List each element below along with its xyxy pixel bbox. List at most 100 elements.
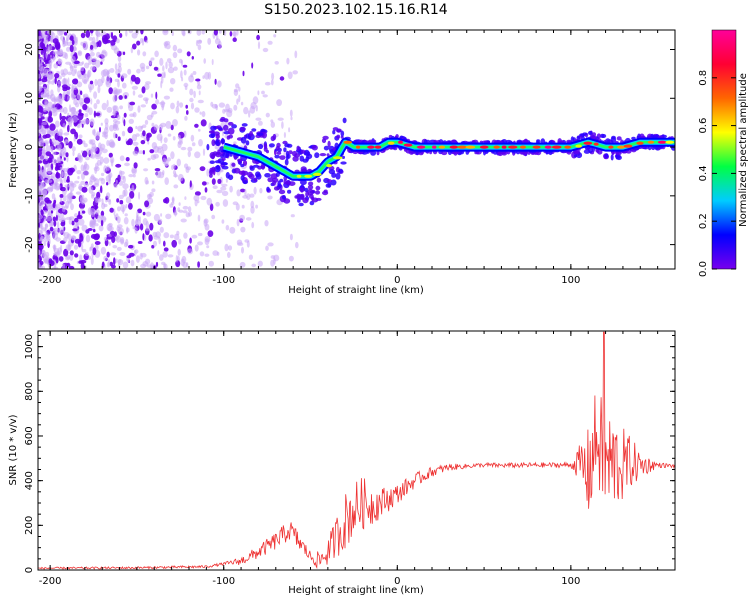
ridge-blob [267,177,274,183]
ridge-blob [211,139,216,147]
spectrogram-xlabel: Height of straight line (km) [288,285,424,296]
ridge-blob [588,130,593,135]
noise-blob [197,214,201,222]
noise-blob [224,243,229,252]
noise-blob [128,252,135,257]
noise-blob [65,139,70,144]
noise-blob [140,140,146,145]
noise-blob [150,154,157,160]
noise-blob [38,137,44,142]
noise-blob [45,251,50,259]
noise-blob [93,91,98,99]
ridge-blob [245,140,250,146]
noise-blob [45,52,48,58]
noise-blob [93,183,100,187]
noise-blob [63,78,68,85]
noise-blob [63,175,67,184]
noise-blob [165,120,172,129]
ridge-blob [239,126,246,132]
noise-blob [163,41,169,47]
noise-blob [172,136,176,141]
y-tick-label: 0 [24,144,35,150]
ridge-blob [300,187,304,193]
noise-blob [177,48,183,54]
noise-blob [187,30,192,35]
ridge-blob [286,153,291,159]
noise-blob [118,62,122,68]
noise-blob [119,252,126,256]
noise-blob [58,128,63,137]
noise-blob [206,197,213,206]
ridge-peak [508,145,518,149]
noise-blob [94,241,101,245]
noise-blob [74,217,79,223]
noise-blob [171,239,177,248]
noise-blob [52,55,55,62]
y-tick-label: 10 [24,92,35,105]
noise-blob [106,99,109,107]
ridge-peak [608,145,614,149]
noise-blob [117,55,122,62]
noise-blob [62,39,66,43]
ridge-peak [326,164,333,168]
noise-blob [130,74,136,82]
noise-blob [38,78,42,82]
noise-blob [81,224,88,232]
noise-blob [50,54,52,58]
ridge-blob [214,160,221,164]
noise-blob [96,215,102,223]
ridge-peak [387,141,395,145]
noise-blob [239,261,246,268]
noise-blob [189,237,192,244]
noise-blob [232,31,237,37]
noise-blob [50,145,54,153]
noise-blob [145,180,149,185]
noise-blob [88,186,94,194]
noise-blob [109,124,114,132]
noise-blob [47,101,53,110]
y-tick-label: 0 [24,567,35,573]
noise-blob [41,121,48,126]
ridge-blob [240,163,245,168]
noise-blob [57,84,61,93]
noise-blob [198,139,203,147]
noise-blob [159,101,166,105]
noise-blob [62,195,67,202]
ridge-blob [274,154,280,159]
noise-blob [283,132,286,138]
noise-blob [62,152,65,159]
noise-blob [117,79,120,88]
noise-blob [221,190,229,197]
noise-blob [44,223,48,230]
noise-blob [75,36,78,44]
noise-blob [169,234,174,239]
noise-blob [209,203,214,211]
noise-blob [59,194,64,198]
noise-blob [240,188,246,193]
noise-blob [102,132,107,136]
noise-blob [122,82,127,89]
ridge-blob [335,172,341,180]
noise-blob [78,218,85,226]
noise-blob [138,216,141,222]
noise-blob [73,244,79,250]
noise-blob [66,233,72,240]
noise-blob [122,261,129,269]
noise-blob [145,98,149,105]
noise-blob [150,57,155,61]
noise-blob [173,66,178,71]
noise-blob [160,122,167,128]
noise-blob [98,142,102,149]
noise-blob [279,76,285,81]
ridge-blob [611,135,616,140]
noise-blob [146,114,153,121]
noise-blob [38,117,43,124]
noise-blob [170,201,175,205]
ridge-blob [284,158,289,166]
ridge-blob [342,117,347,124]
noise-blob [55,205,58,210]
ridge-peak [520,145,526,149]
x-tick-label: 0 [394,275,400,286]
noise-blob [194,244,199,252]
noise-blob [75,191,81,195]
